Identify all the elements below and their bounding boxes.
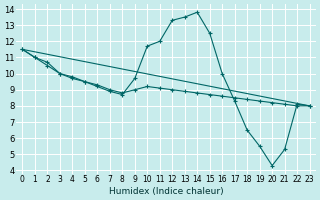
X-axis label: Humidex (Indice chaleur): Humidex (Indice chaleur): [109, 187, 223, 196]
